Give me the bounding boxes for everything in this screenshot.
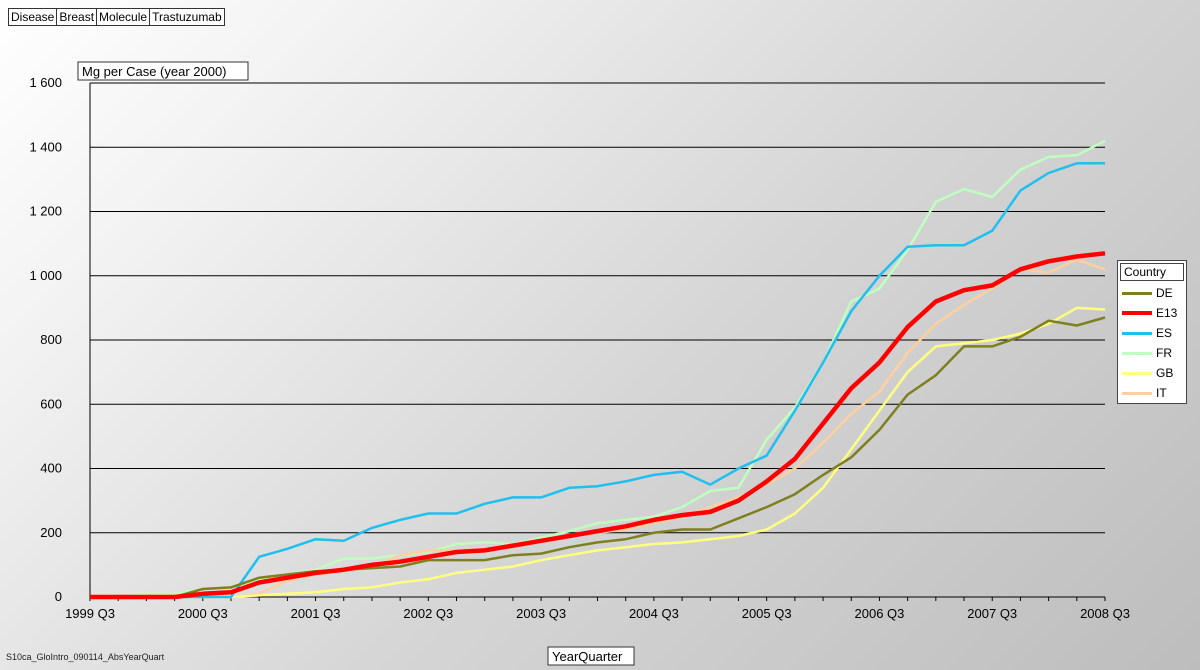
x-tick-label: 2004 Q3 (629, 606, 679, 621)
gridlines (90, 82, 1105, 534)
filter-breast[interactable]: Breast (56, 8, 98, 26)
x-tick-label: 2006 Q3 (855, 606, 905, 621)
series-lines (90, 139, 1106, 600)
x-tick-label: 2007 Q3 (967, 606, 1017, 621)
tick-labels: 0 200 400 600 800 1 000 1 200 1 400 1 600 1999 Q3… (29, 75, 1129, 621)
legend-swatch (1122, 351, 1152, 355)
series-line-fr (90, 139, 1106, 599)
series-line-es (90, 162, 1105, 599)
filter-trastuzumab[interactable]: Trastuzumab (149, 8, 225, 26)
y-tick-label: 800 (40, 332, 62, 347)
legend-swatch (1122, 331, 1152, 335)
y-tick-label: 0 (55, 589, 62, 604)
filter-molecule[interactable]: Molecule (96, 8, 151, 26)
legend-swatch (1122, 371, 1152, 375)
chart-title-box: Mg per Case (year 2000) (77, 61, 249, 81)
legend-label: FR (1156, 346, 1172, 360)
legend-label: GB (1156, 366, 1174, 380)
legend-swatch (1122, 291, 1152, 295)
y-tick-label: 200 (40, 525, 62, 540)
x-tick-label: 2000 Q3 (178, 606, 228, 621)
x-tick-label: 2001 Q3 (291, 606, 341, 621)
x-tick-label: 1999 Q3 (65, 606, 115, 621)
legend-item-e13: E13 (1118, 303, 1186, 323)
x-tick-label: 2002 Q3 (403, 606, 453, 621)
legend-item-de: DE (1118, 283, 1186, 303)
series-line-gb (90, 306, 1106, 599)
footer-note: S10ca_GloIntro_090114_AbsYearQuart (6, 652, 165, 662)
legend-item-es: ES (1118, 323, 1186, 343)
legend-label: E13 (1156, 306, 1178, 320)
y-tick-label: 1 400 (29, 139, 62, 154)
series-line-e13 (90, 251, 1106, 600)
y-tick-label: 1 000 (29, 268, 62, 283)
legend-title: Country (1120, 263, 1184, 281)
filter-bar: Disease Breast Molecule Trastuzumab (8, 8, 225, 26)
legend-swatch (1122, 311, 1152, 315)
legend-items: DE E13 ES FR GB IT (1118, 283, 1186, 403)
legend-item-gb: GB (1118, 363, 1186, 383)
series-line-it (90, 258, 1106, 599)
axes (89, 83, 1106, 601)
y-tick-label: 400 (40, 461, 62, 476)
legend-swatch (1122, 391, 1152, 395)
legend-label: IT (1156, 386, 1167, 400)
x-tick-label: 2003 Q3 (516, 606, 566, 621)
y-tick-label: 600 (40, 396, 62, 411)
legend-label: DE (1156, 286, 1173, 300)
x-axis-label: YearQuarter (552, 649, 623, 664)
legend-label: ES (1156, 326, 1173, 340)
x-axis-label-box: YearQuarter (547, 646, 635, 666)
filter-disease[interactable]: Disease (8, 8, 58, 26)
y-tick-label: 1 600 (29, 75, 62, 90)
x-tick-label: 2008 Q3 (1080, 606, 1130, 621)
y-tick-label: 1 200 (29, 204, 62, 219)
x-tick-label: 2005 Q3 (742, 606, 792, 621)
legend-item-it: IT (1118, 383, 1186, 403)
series-line-de (90, 316, 1106, 599)
legend: Country DE E13 ES FR GB IT (1117, 260, 1187, 404)
chart-title: Mg per Case (year 2000) (82, 64, 227, 79)
legend-item-fr: FR (1118, 343, 1186, 363)
